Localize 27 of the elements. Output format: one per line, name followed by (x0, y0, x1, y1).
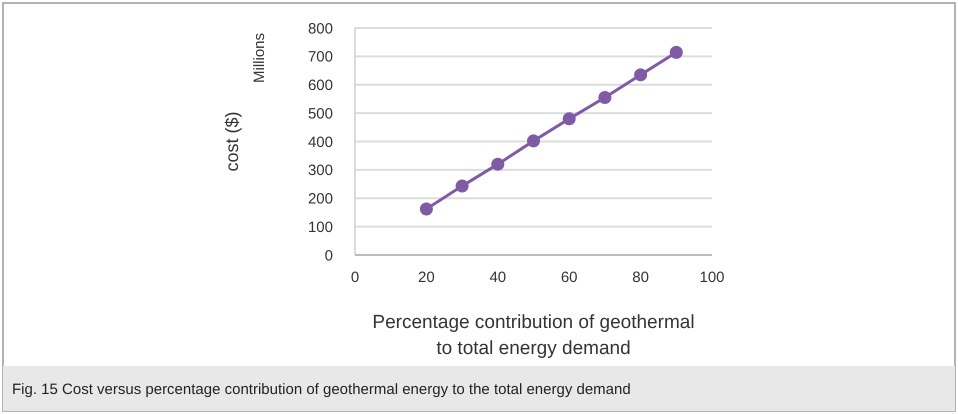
x-tick-label: 40 (489, 269, 506, 286)
y-tick-label: 0 (324, 247, 333, 264)
y-axis-title: cost ($) (222, 111, 242, 172)
point (491, 158, 504, 171)
y-tick-label: 800 (308, 20, 333, 38)
x-tick-label: 20 (418, 269, 435, 286)
point (634, 68, 648, 82)
y-tick-label: 700 (308, 48, 333, 66)
caption: Fig. 15 Cost versus percentage contribution of geothermal energy to the total energy demand (12, 381, 631, 398)
x-axis-title: Percentage contribution of geothermal to total energy demand (372, 312, 695, 359)
y-tick-label: 500 (308, 105, 333, 122)
point (456, 180, 469, 193)
point (420, 202, 433, 216)
point (598, 91, 612, 104)
x-tick-label: 60 (560, 269, 578, 286)
x-tick-label: 80 (632, 269, 649, 286)
text: Millions (251, 32, 268, 84)
x-tick-label: 0 (350, 269, 360, 286)
point (527, 134, 540, 148)
y-tick-label: 300 (308, 162, 333, 180)
y-tick-label: 100 (308, 218, 333, 236)
y-tick-label: 200 (308, 190, 333, 208)
y-tick-label: 600 (308, 77, 333, 94)
y-tick-label: 400 (308, 134, 333, 151)
point (562, 112, 576, 126)
x-tick-label: 100 (699, 269, 725, 286)
point (670, 46, 683, 59)
